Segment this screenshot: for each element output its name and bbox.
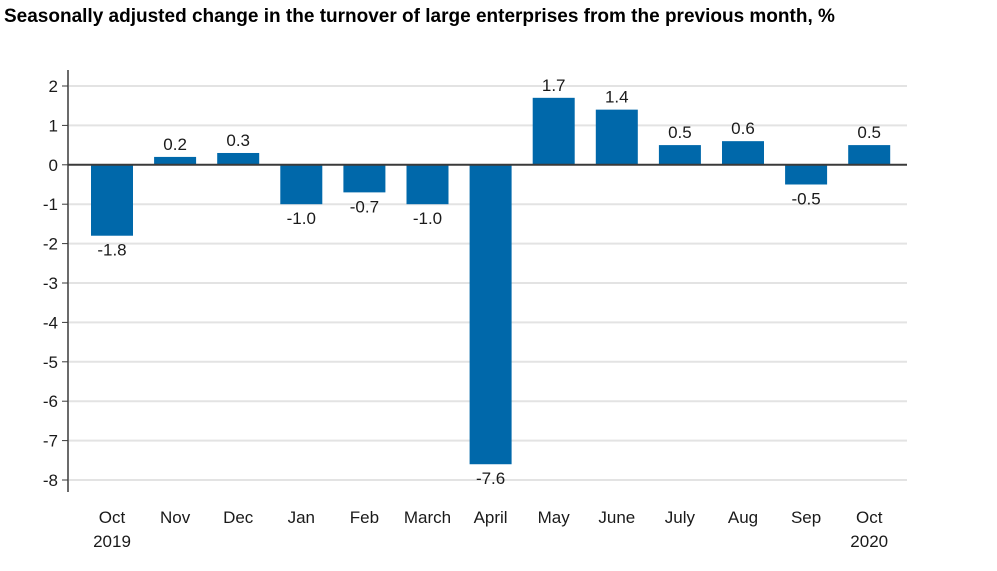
bar: [532, 97, 575, 165]
x-tick-label: Nov: [160, 508, 191, 527]
data-label: 0.5: [668, 123, 692, 142]
data-label: 1.7: [542, 76, 566, 95]
data-labels: -1.8 0.2 0.3 -1.0 -0.7 -1.0 -7.6 1.7 1.4 0.5 0.6 -0…: [97, 76, 881, 488]
bar: [469, 164, 512, 465]
data-label: 1.4: [605, 88, 629, 107]
x-tick-label: Jan: [288, 508, 315, 527]
bar: [785, 164, 828, 185]
x-tick-label: Oct: [99, 508, 126, 527]
bar: [595, 109, 638, 165]
y-tick-label: -8: [43, 471, 58, 490]
y-tick-label: 0: [49, 156, 58, 175]
data-label: -7.6: [476, 469, 505, 488]
x-tick-label: Oct: [856, 508, 883, 527]
data-label: 0.2: [163, 135, 187, 154]
bar: [848, 145, 891, 165]
y-tick-label: 2: [49, 77, 58, 96]
data-label: -0.7: [350, 197, 379, 216]
x-tick-label: Dec: [223, 508, 254, 527]
x-tick-label: Feb: [350, 508, 379, 527]
y-tick-label: -3: [43, 274, 58, 293]
x-tick-label: 2020: [850, 532, 888, 551]
data-label: -1.0: [413, 209, 442, 228]
x-tick-label: March: [404, 508, 451, 527]
bar: [406, 164, 449, 205]
y-tick-label: -2: [43, 235, 58, 254]
bar: [280, 164, 323, 205]
data-label: -0.5: [791, 190, 820, 209]
data-label: -1.0: [287, 209, 316, 228]
data-label: 0.6: [731, 119, 755, 138]
bars: [91, 97, 891, 465]
y-tick-label: -7: [43, 432, 58, 451]
x-tick-label: 2019: [93, 532, 131, 551]
bar: [658, 145, 701, 165]
y-tick-label: 1: [49, 116, 58, 135]
x-tick-label: April: [474, 508, 508, 527]
bar: [154, 156, 197, 165]
bar: [722, 141, 764, 165]
chart-title: Seasonally adjusted change in the turnov…: [4, 6, 835, 27]
data-label: 0.5: [857, 123, 881, 142]
x-tick-label: Sep: [791, 508, 821, 527]
y-tick-label: -4: [43, 313, 58, 332]
data-label: 0.3: [226, 131, 250, 150]
x-tick-label: June: [598, 508, 635, 527]
x-tick-label: Aug: [728, 508, 758, 527]
bar: [91, 164, 133, 236]
x-tick-label: May: [538, 508, 571, 527]
axes: [62, 70, 907, 492]
bar: [343, 164, 386, 193]
x-tick-label: July: [665, 508, 696, 527]
y-tick-label: -5: [43, 353, 58, 372]
tick-labels: 2 1 0 -1 -2 -3 -4 -5 -6 -7 -8 Oct 2019 Nov Dec Jan Feb Ma…: [43, 77, 888, 551]
y-tick-label: -1: [43, 195, 58, 214]
y-tick-label: -6: [43, 392, 58, 411]
data-label: -1.8: [97, 241, 126, 260]
bar: [217, 152, 260, 165]
